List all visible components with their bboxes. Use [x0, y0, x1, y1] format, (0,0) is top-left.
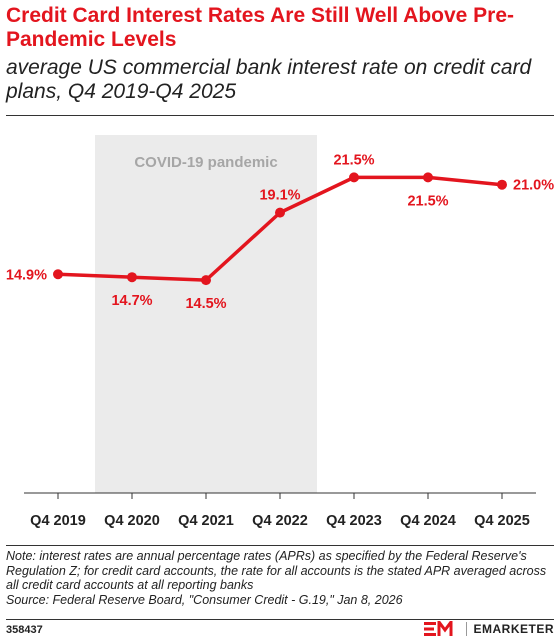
data-point — [423, 172, 433, 183]
data-point — [201, 275, 211, 286]
chart-id: 358437 — [6, 624, 43, 636]
chart-subtitle: average US commercial bank interest rate… — [6, 56, 532, 103]
brand-divider — [466, 622, 468, 636]
covid-pandemic-label: COVID-19 pandemic — [134, 154, 277, 171]
brand-name: EMARKETER — [473, 622, 554, 636]
x-tick-label: Q4 2020 — [104, 513, 160, 529]
footer-divider — [6, 619, 554, 620]
x-tick-label: Q4 2022 — [252, 513, 308, 529]
data-point — [127, 272, 137, 283]
source-text: Source: Federal Reserve Board, "Consumer… — [6, 592, 403, 607]
brand-logo: EMARKETER — [424, 621, 554, 637]
x-tick-label: Q4 2025 — [474, 513, 530, 529]
chart-title: Credit Card Interest Rates Are Still Wel… — [6, 4, 515, 51]
x-tick-label: Q4 2021 — [178, 513, 234, 529]
data-label: 19.1% — [259, 188, 300, 204]
data-point — [275, 207, 285, 218]
header-divider — [6, 115, 554, 116]
note-divider — [6, 545, 554, 546]
em-logo-icon — [424, 621, 453, 636]
data-point — [497, 179, 507, 190]
data-label: 14.7% — [111, 293, 152, 309]
x-tick-label: Q4 2024 — [400, 513, 456, 529]
x-tick-label: Q4 2023 — [326, 513, 382, 529]
data-label: 21.5% — [333, 152, 374, 168]
data-label: 14.5% — [185, 296, 226, 312]
data-point — [349, 172, 359, 183]
data-label: 14.9% — [6, 267, 47, 283]
note-text: Note: interest rates are annual percenta… — [6, 549, 547, 592]
x-tick-label: Q4 2019 — [30, 513, 86, 529]
covid-pandemic-band — [95, 135, 317, 493]
data-label: 21.0% — [513, 178, 554, 194]
chart-note: Note: interest rates are annual percenta… — [6, 549, 554, 607]
data-point — [53, 269, 63, 280]
line-chart: COVID-19 pandemic Q4 2019 Q4 2020 Q4 2021 Q4… — [6, 135, 554, 529]
data-label: 21.5% — [407, 193, 448, 209]
